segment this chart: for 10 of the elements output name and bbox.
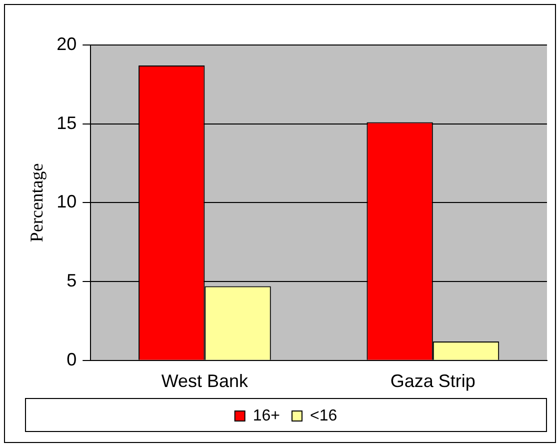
x-tick-label: Gaza Strip (390, 371, 476, 392)
y-tick-label: 0 (66, 349, 77, 370)
y-tick-label: 20 (56, 34, 77, 54)
y-axis-title: Percentage (26, 163, 47, 242)
y-tick-label: 5 (66, 270, 77, 291)
legend-label: 16+ (252, 407, 280, 424)
x-tick-label: West Bank (161, 371, 250, 392)
y-tick-label: 10 (56, 192, 77, 212)
legend-label: <16 (310, 407, 338, 424)
y-tick-label: 15 (56, 112, 77, 133)
